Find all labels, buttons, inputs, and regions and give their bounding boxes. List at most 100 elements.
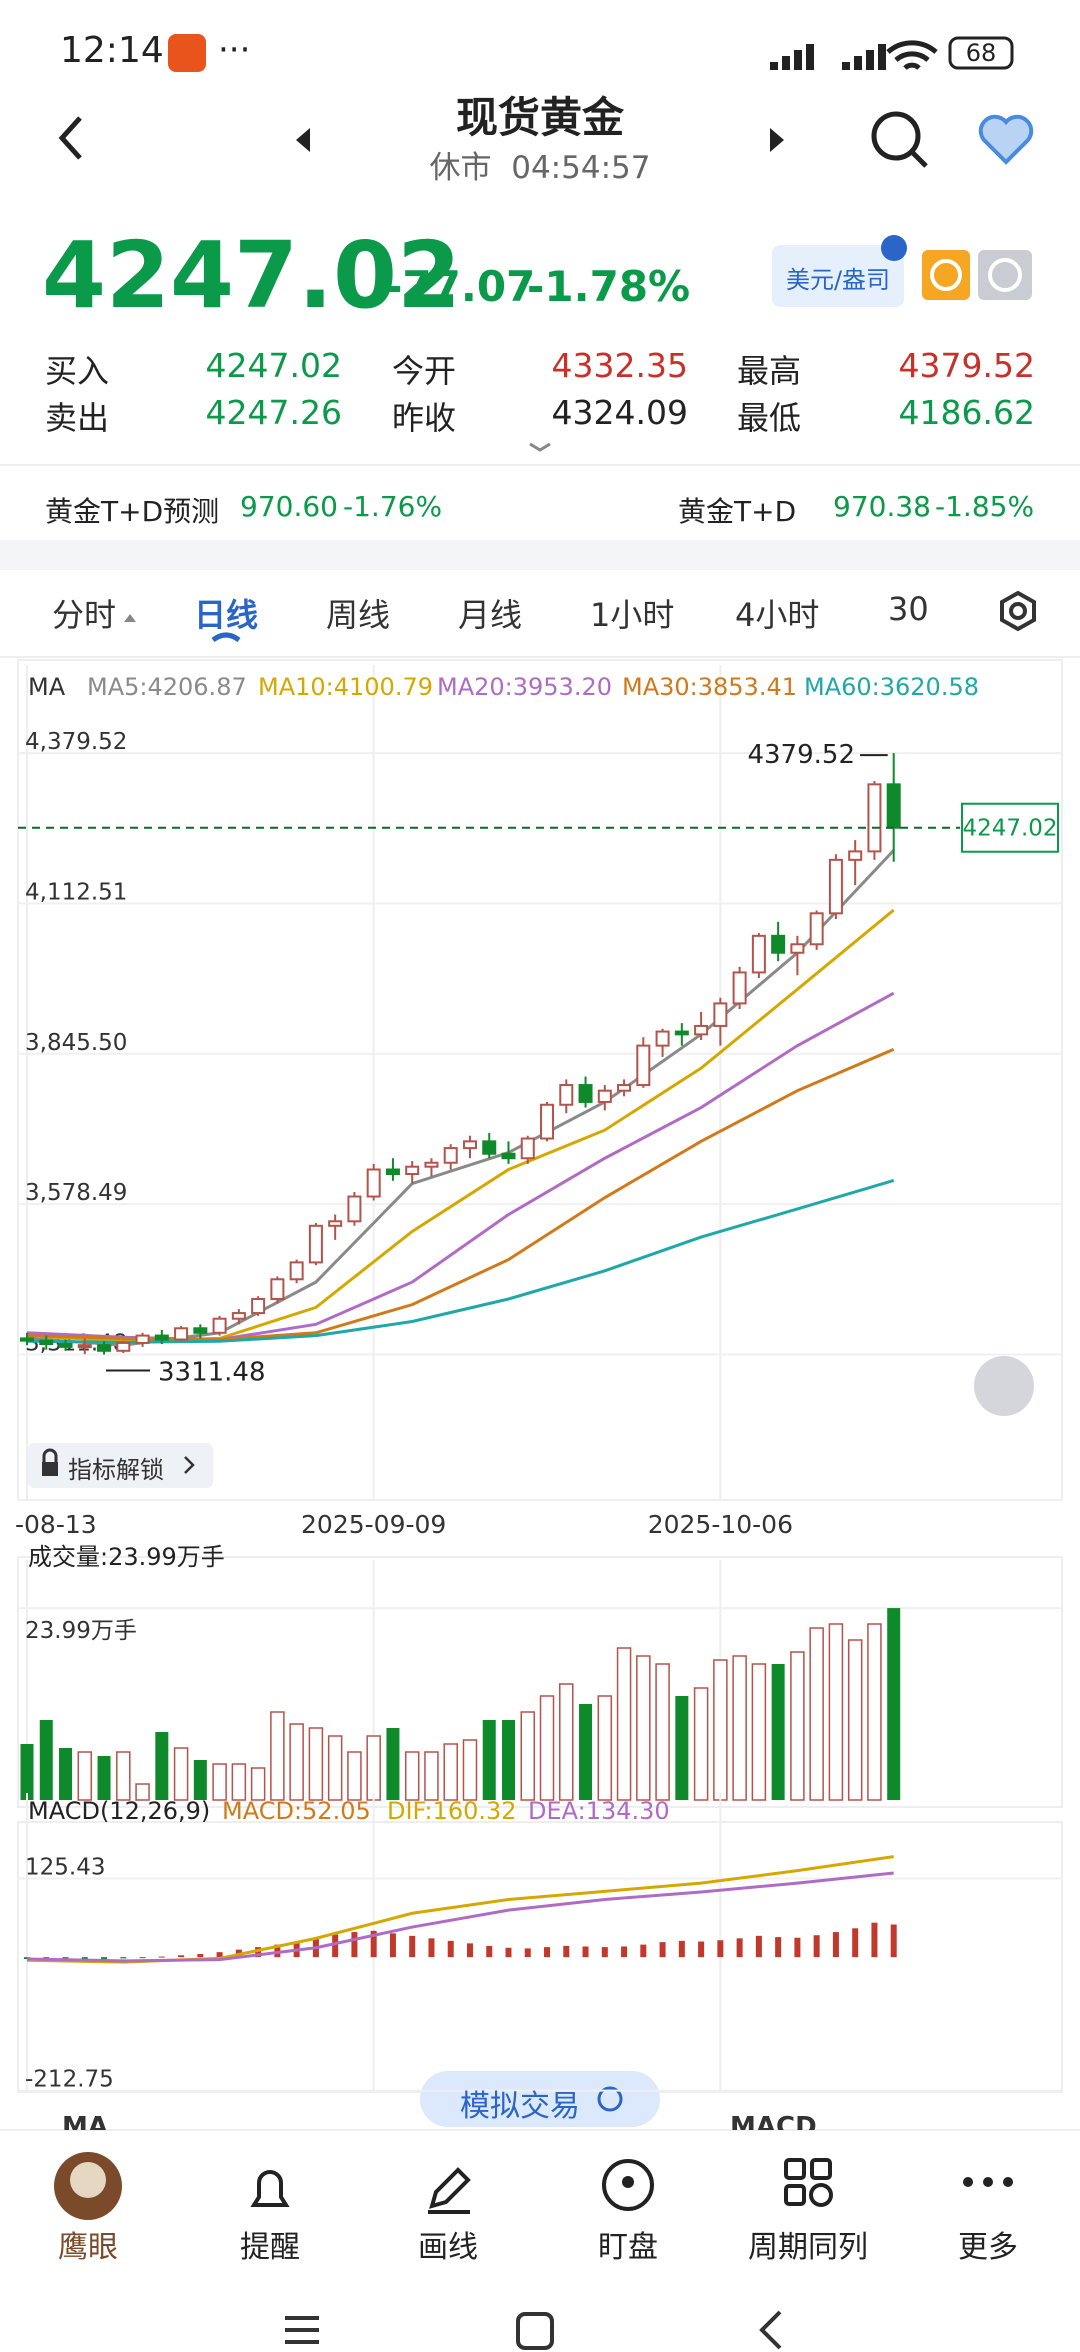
- bar: [424, 1751, 439, 1801]
- fullscreen-icon[interactable]: [974, 1356, 1034, 1416]
- bar: [713, 1659, 728, 1801]
- quote-label: 买入: [45, 352, 110, 390]
- candle-body: [482, 1140, 497, 1155]
- nav-icon[interactable]: [963, 2177, 973, 2187]
- bar: [717, 1940, 724, 1958]
- candle-body: [251, 1297, 266, 1315]
- bar: [428, 1938, 435, 1958]
- icon[interactable]: [922, 250, 970, 300]
- candle-body: [424, 1161, 439, 1168]
- tab[interactable]: 30: [888, 590, 929, 628]
- signal: [770, 44, 886, 70]
- bar: [601, 1947, 608, 1958]
- icon[interactable]: [978, 250, 1032, 300]
- swap-icon: [881, 235, 907, 261]
- bar: [289, 1723, 304, 1801]
- nav-label[interactable]: 画线: [418, 2230, 478, 2265]
- bar: [59, 1748, 73, 1800]
- price-change: -77.07: [385, 262, 536, 311]
- search-icon[interactable]: [871, 111, 921, 161]
- settings-icon[interactable]: [1000, 590, 1036, 632]
- candle-body: [771, 934, 786, 954]
- prev-icon[interactable]: [296, 128, 310, 152]
- tab[interactable]: 分时: [52, 596, 117, 634]
- nav-label[interactable]: 提醒: [240, 2230, 300, 2265]
- lock-icon: [42, 1448, 58, 1462]
- bar: [616, 1647, 632, 1801]
- candle-body: [848, 850, 863, 861]
- nav-label[interactable]: 盯盘: [598, 2230, 658, 2265]
- bar: [809, 1627, 824, 1801]
- bar: [97, 1756, 111, 1800]
- bar: [386, 1728, 400, 1800]
- nav-label[interactable]: 周期同列: [748, 2230, 868, 2265]
- sim-trade-pill[interactable]: [420, 2071, 660, 2127]
- candle-body: [886, 783, 901, 829]
- app-icon: [168, 34, 206, 72]
- bar: [582, 1946, 589, 1958]
- nav-icon[interactable]: [428, 2167, 471, 2214]
- last-price: 4247.02: [42, 222, 462, 329]
- nav-label[interactable]: 更多: [958, 2230, 1018, 2265]
- y-tick-label: 125.43: [25, 1855, 105, 1881]
- candle-body: [520, 1137, 535, 1160]
- sys-back[interactable]: [759, 2310, 782, 2350]
- candle-body: [289, 1261, 304, 1281]
- nav-icon[interactable]: [602, 2159, 654, 2211]
- bar: [775, 1937, 782, 1958]
- favorite-icon[interactable]: [978, 114, 1034, 165]
- candle-body: [193, 1327, 208, 1334]
- bar: [832, 1932, 839, 1958]
- series-line: [26, 1855, 894, 1964]
- unit[interactable]: 美元/盎司: [785, 266, 891, 294]
- wifi: [886, 40, 938, 70]
- bar: [698, 1941, 705, 1958]
- market-status: 休市 04:54:57: [429, 150, 651, 186]
- candle-body: [540, 1103, 555, 1140]
- battery-level: 68: [965, 39, 997, 67]
- bar: [693, 1687, 709, 1801]
- bar: [462, 1739, 478, 1801]
- candle-body: [270, 1278, 285, 1300]
- bar: [193, 1760, 207, 1800]
- battery: [948, 36, 1014, 70]
- quote-value: 4324.09: [551, 393, 688, 432]
- sim-trade[interactable]: 模拟交易: [460, 2089, 580, 2124]
- unlock-label[interactable]: 指标解锁: [68, 1456, 164, 1484]
- nav-label[interactable]: 鹰眼: [58, 2230, 118, 2265]
- sys-home[interactable]: [516, 2312, 554, 2350]
- bar: [274, 1944, 281, 1958]
- expand-icon[interactable]: [529, 442, 551, 452]
- nav-icon[interactable]: [784, 2158, 806, 2180]
- tab[interactable]: 1小时: [590, 596, 675, 634]
- candle-body: [231, 1312, 246, 1320]
- tab-active[interactable]: 日线: [194, 596, 259, 634]
- bar: [486, 1945, 493, 1958]
- tab[interactable]: 4小时: [735, 596, 820, 634]
- back-icon[interactable]: [58, 116, 82, 160]
- unit-box[interactable]: [772, 245, 904, 307]
- macd-panel: [17, 1821, 1063, 2093]
- quote-label: 昨收: [392, 399, 457, 437]
- bar: [675, 1696, 689, 1800]
- candle-body: [443, 1147, 458, 1164]
- tab[interactable]: 周线: [326, 596, 391, 634]
- tab[interactable]: 月线: [458, 596, 523, 634]
- tab-indicator: [211, 632, 241, 643]
- bar: [597, 1695, 613, 1801]
- page-title: 现货黄金: [455, 93, 624, 142]
- unlock-pill[interactable]: [28, 1443, 213, 1488]
- next-icon[interactable]: [770, 128, 784, 152]
- bar: [755, 1935, 762, 1958]
- low-label: 3311.48: [158, 1357, 266, 1387]
- price-change-pct: -1.78%: [527, 262, 691, 311]
- related-name[interactable]: 黄金T+D预测: [45, 495, 220, 528]
- series-line: [26, 991, 895, 1342]
- candle-body: [559, 1084, 574, 1106]
- related-name[interactable]: 黄金T+D: [678, 495, 797, 528]
- sys-menu[interactable]: [285, 2316, 319, 2344]
- nav-icon[interactable]: [250, 2170, 290, 2207]
- x-tick-label: -08-13: [15, 1510, 97, 1539]
- candle-body: [20, 1337, 34, 1342]
